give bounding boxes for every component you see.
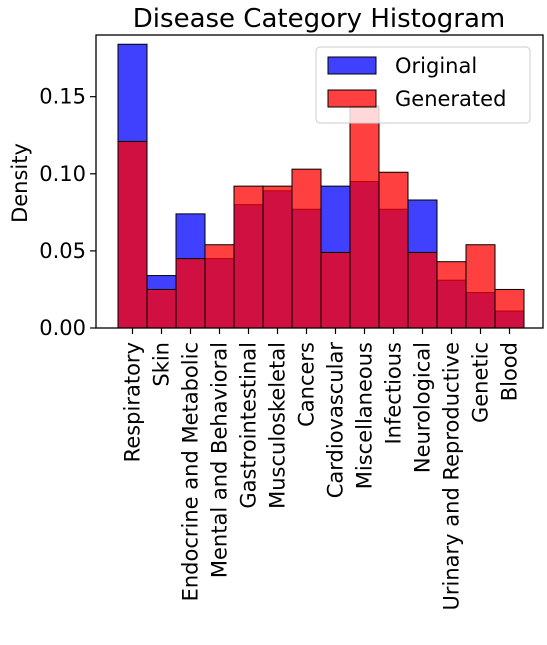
- bar-generated-11: [436, 261, 467, 329]
- bar-generated-10: [407, 251, 438, 329]
- x-tick-label: Respiratory: [121, 342, 145, 462]
- legend: Original Generated: [315, 46, 531, 124]
- bar-generated-12: [465, 244, 496, 329]
- legend-label-original: Original: [395, 54, 477, 78]
- y-axis-label: Density: [8, 143, 32, 223]
- bar-generated-13: [494, 288, 525, 329]
- legend-label-generated: Generated: [395, 87, 506, 111]
- bar-generated-7: [320, 251, 351, 329]
- y-tick-label: 0.15: [39, 85, 86, 109]
- x-tick-label: Neurological: [411, 342, 435, 473]
- chart-title: Disease Category Histogram: [133, 4, 505, 34]
- x-tick-label: Mental and Behavioral: [208, 342, 232, 578]
- y-tick-label: 0.00: [39, 316, 86, 340]
- x-tick-label: Cancers: [295, 342, 319, 427]
- x-tick-label: Musculoskeletal: [266, 342, 290, 509]
- bar-generated-9: [378, 171, 409, 329]
- plot-frame: [95, 34, 544, 329]
- x-tick-label: Genetic: [469, 342, 493, 423]
- legend-swatch-generated: [327, 89, 377, 108]
- y-ticks-group: 0.00 0.05 0.10 0.15: [39, 85, 96, 340]
- x-tick-label: Gastrointestinal: [237, 342, 261, 509]
- x-tick-label: Infectious: [382, 342, 406, 445]
- x-tick-label: Endocrine and Metabolic: [179, 342, 203, 601]
- legend-swatch-original: [327, 56, 377, 75]
- bar-generated-1: [146, 288, 177, 329]
- bars-group: [117, 43, 525, 329]
- bar-generated-4: [233, 185, 264, 329]
- y-tick-label: 0.05: [39, 239, 86, 263]
- x-tick-label: Skin: [150, 342, 174, 387]
- x-tick-label: Miscellaneous: [353, 342, 377, 489]
- x-tick-label: Cardiovascular: [324, 342, 348, 499]
- x-tick-label: Blood: [498, 342, 522, 401]
- bar-generated-8: [349, 105, 380, 329]
- y-tick-label: 0.10: [39, 162, 86, 186]
- x-tick-label: Urinary and Reproductive: [440, 342, 464, 610]
- bar-generated-3: [204, 244, 235, 329]
- bar-generated-6: [291, 168, 322, 329]
- bar-generated-0: [117, 140, 148, 329]
- bar-generated-5: [262, 185, 293, 329]
- x-ticks-group: Respiratory Skin Endocrine and Metabolic Me…: [121, 328, 522, 610]
- bar-generated-2: [175, 258, 206, 329]
